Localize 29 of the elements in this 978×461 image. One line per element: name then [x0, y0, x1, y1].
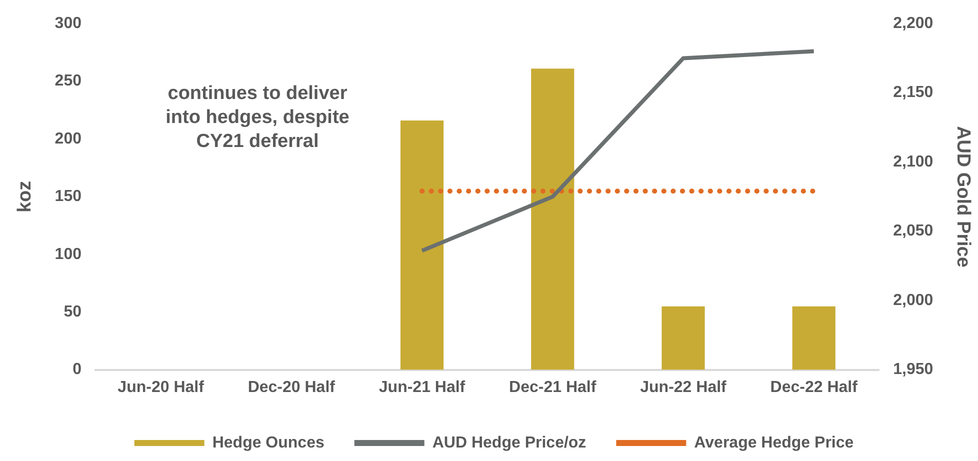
bar: [400, 120, 444, 370]
x-tick-label: Jun-22 Half: [640, 378, 728, 396]
x-tick-label: Jun-21 Half: [378, 378, 466, 396]
y-tick-label: 0: [72, 361, 82, 378]
y-tick-label: 150: [54, 188, 82, 206]
y-tick-label: 250: [54, 72, 82, 90]
y-tick-label: 300: [54, 15, 82, 32]
x-tick-label: Dec-21 Half: [509, 378, 597, 396]
bar: [531, 68, 574, 370]
y2-tick-label: 2,050: [893, 222, 934, 240]
bar: [792, 306, 836, 370]
annotation: continues to deliver into hedges, despite CY21 deferral: [164, 82, 350, 154]
x-tick-label: Dec-20 Half: [248, 378, 336, 396]
y2-tick-label: 2,100: [893, 153, 934, 170]
y-tick-label: 100: [54, 246, 82, 263]
bar: [662, 306, 705, 370]
y2-tick-label: 2,150: [893, 84, 934, 102]
y2-tick-label: 2,000: [893, 292, 934, 309]
legend-label: AUD Hedge Price/oz: [432, 434, 586, 452]
y-tick-label: 200: [54, 130, 82, 148]
y2-tick-label: 1,950: [893, 361, 934, 378]
legend-label: Average Hedge Price: [694, 434, 854, 452]
y2-tick-label: 2,200: [893, 15, 934, 32]
x-tick-label: Jun-20 Half: [118, 378, 205, 396]
y2-axis-title: AUD Gold Price: [952, 126, 974, 268]
legend-label: Hedge Ounces: [212, 434, 324, 452]
y-axis-title: koz: [14, 180, 36, 213]
y-tick-label: 50: [64, 304, 82, 321]
x-tick-label: Dec-22 Half: [770, 378, 858, 396]
